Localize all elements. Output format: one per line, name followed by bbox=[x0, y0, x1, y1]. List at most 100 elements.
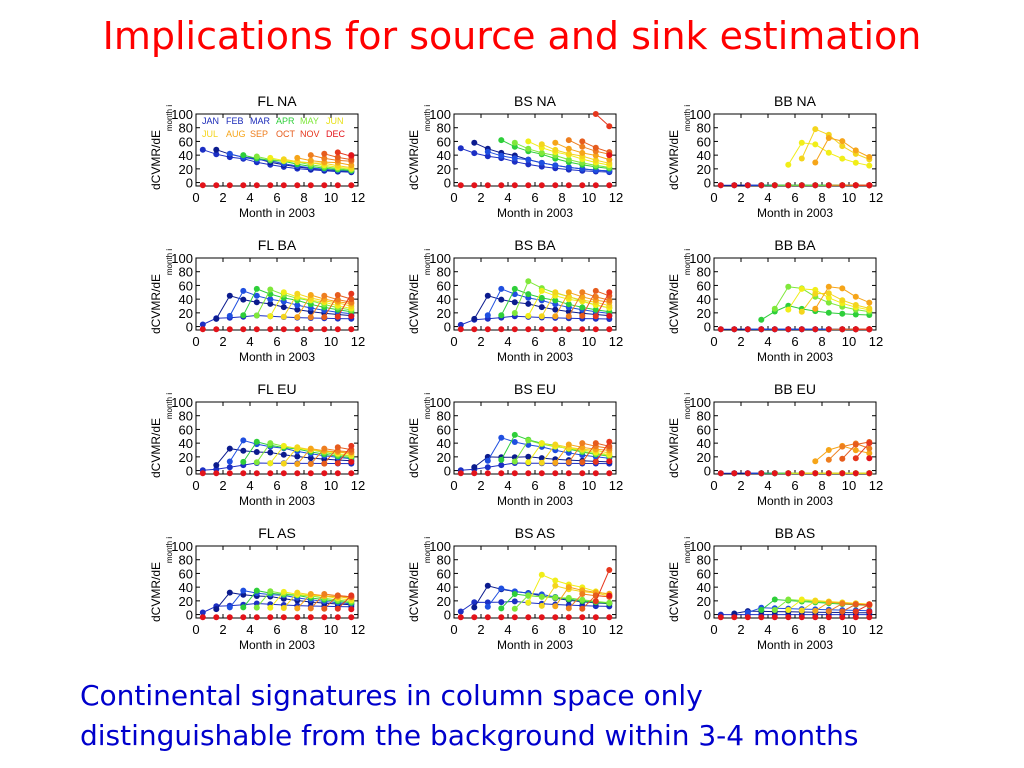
baseline-point bbox=[484, 326, 491, 333]
x-tick-label: 2 bbox=[737, 478, 744, 493]
data-point bbox=[825, 447, 832, 453]
baseline-point bbox=[606, 614, 613, 621]
data-point bbox=[592, 152, 599, 159]
series-line bbox=[595, 569, 610, 602]
data-point bbox=[552, 441, 559, 448]
baseline-point bbox=[785, 326, 792, 333]
legend-entry: FEB bbox=[226, 116, 244, 126]
x-tick-label: 8 bbox=[818, 478, 825, 493]
panel-title: BS BA bbox=[514, 237, 556, 253]
data-point bbox=[852, 601, 859, 608]
data-point bbox=[280, 313, 287, 320]
data-point bbox=[552, 603, 559, 610]
series-nov bbox=[592, 111, 613, 130]
data-point bbox=[552, 306, 559, 313]
y-axis-label: dCVMR/dE bbox=[407, 562, 421, 622]
x-tick-label: 10 bbox=[582, 334, 596, 349]
data-point bbox=[307, 292, 314, 298]
baseline-point bbox=[717, 614, 724, 621]
data-point bbox=[471, 464, 478, 471]
data-point bbox=[240, 447, 247, 454]
data-point bbox=[525, 459, 532, 466]
data-point bbox=[294, 589, 301, 596]
data-point bbox=[267, 460, 274, 467]
series-jan bbox=[199, 600, 355, 616]
baseline-point bbox=[213, 470, 220, 477]
data-point bbox=[592, 313, 599, 320]
baseline-point bbox=[321, 470, 328, 477]
data-point bbox=[825, 283, 832, 290]
data-point bbox=[606, 123, 613, 130]
y-tick-label: 80 bbox=[179, 121, 193, 136]
series-line bbox=[229, 439, 352, 462]
y-tick-label: 20 bbox=[437, 594, 451, 609]
series-jan bbox=[457, 145, 613, 176]
x-tick-label: 0 bbox=[450, 190, 457, 205]
baseline-point bbox=[199, 614, 206, 621]
data-point bbox=[267, 154, 274, 161]
y-axis-label-sub: month i bbox=[683, 105, 692, 131]
y-tick-label: 0 bbox=[186, 464, 193, 479]
data-point bbox=[839, 455, 846, 462]
baseline-point bbox=[866, 182, 873, 189]
baseline-point bbox=[552, 614, 559, 621]
x-axis-label: Month in 2003 bbox=[239, 350, 315, 364]
x-tick-label: 4 bbox=[246, 190, 253, 205]
x-tick-label: 6 bbox=[791, 334, 798, 349]
y-tick-label: 80 bbox=[697, 409, 711, 424]
baseline-point bbox=[253, 614, 260, 621]
data-point bbox=[213, 606, 220, 613]
series-dec bbox=[866, 608, 873, 615]
data-point bbox=[280, 588, 287, 595]
data-point bbox=[471, 315, 478, 322]
series-dec bbox=[866, 455, 873, 462]
x-tick-label: 10 bbox=[842, 622, 856, 637]
baseline-point bbox=[348, 182, 355, 189]
data-point bbox=[538, 287, 545, 294]
data-point bbox=[267, 604, 274, 611]
data-point bbox=[825, 290, 832, 297]
x-tick-label: 12 bbox=[869, 478, 883, 493]
series-dec bbox=[348, 313, 355, 320]
y-tick-label: 40 bbox=[179, 580, 193, 595]
data-point bbox=[839, 443, 846, 450]
series-nov bbox=[592, 289, 613, 320]
baseline-point bbox=[825, 614, 832, 621]
data-point bbox=[852, 302, 859, 308]
data-point bbox=[253, 604, 260, 611]
data-point bbox=[240, 604, 247, 611]
data-point bbox=[579, 312, 586, 319]
x-tick-label: 2 bbox=[477, 190, 484, 205]
baseline-point bbox=[267, 614, 274, 621]
data-point bbox=[825, 294, 832, 301]
x-tick-label: 12 bbox=[609, 478, 623, 493]
data-point bbox=[538, 571, 545, 578]
series-line bbox=[337, 595, 352, 610]
baseline-point bbox=[321, 182, 328, 189]
data-point bbox=[240, 296, 247, 303]
data-point bbox=[280, 289, 287, 296]
data-point bbox=[538, 313, 545, 320]
baseline-point bbox=[731, 470, 738, 477]
baseline-point bbox=[511, 614, 518, 621]
baseline-point bbox=[785, 182, 792, 189]
series-nov bbox=[334, 442, 355, 467]
data-point bbox=[307, 605, 314, 612]
baseline-point bbox=[226, 614, 233, 621]
panel-title: BS EU bbox=[514, 381, 556, 397]
x-tick-label: 12 bbox=[869, 622, 883, 637]
x-axis-label: Month in 2003 bbox=[497, 206, 573, 220]
baseline-point bbox=[812, 326, 819, 333]
baseline-point bbox=[798, 614, 805, 621]
series-line bbox=[202, 314, 352, 325]
data-point bbox=[785, 607, 792, 613]
data-point bbox=[866, 450, 873, 457]
y-tick-label: 40 bbox=[697, 580, 711, 595]
data-point bbox=[280, 460, 287, 467]
x-tick-label: 4 bbox=[246, 622, 253, 637]
data-point bbox=[511, 605, 518, 612]
data-point bbox=[334, 313, 341, 320]
data-point bbox=[321, 445, 328, 452]
baseline-point bbox=[758, 182, 765, 189]
x-axis-label: Month in 2003 bbox=[757, 638, 833, 652]
